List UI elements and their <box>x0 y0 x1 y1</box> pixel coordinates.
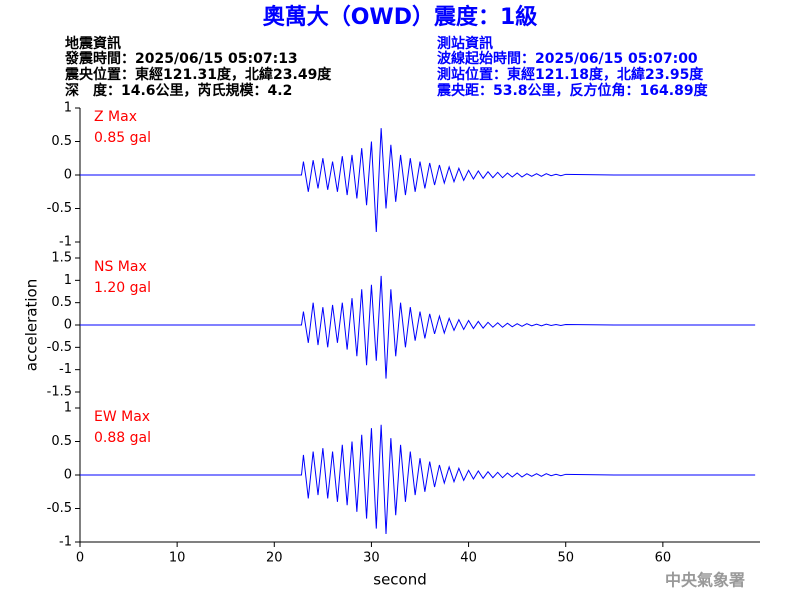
annotation: Z Max <box>94 109 137 125</box>
event-info: 震央位置：東經121.31度，北緯23.49度 <box>64 66 332 83</box>
station-info: 波線起始時間：2025/06/15 05:07:00 <box>437 50 698 67</box>
page-title: 奧萬大（OWD）震度：1級 <box>263 4 538 30</box>
y-tick-label: -1 <box>59 235 72 250</box>
y-tick-label: 0.5 <box>51 434 72 449</box>
y-tick-label: -1.5 <box>47 385 72 400</box>
y-tick-label: 1 <box>64 401 72 416</box>
event-info: 地震資訊 <box>65 35 121 52</box>
annotation: 1.20 gal <box>94 280 151 296</box>
waveform <box>80 275 756 379</box>
footer: 中央氣象署 <box>665 571 745 590</box>
y-tick-label: 0 <box>64 468 72 483</box>
x-tick-label: 30 <box>363 551 380 566</box>
y-tick-label: 0.5 <box>51 295 72 310</box>
station-info: 測站位置：東經121.18度，北緯23.95度 <box>437 66 704 83</box>
x-tick-label: 10 <box>169 551 186 566</box>
x-tick-label: 0 <box>76 551 84 566</box>
station-info: 測站資訊 <box>437 35 493 52</box>
x-tick-label: 50 <box>557 551 574 566</box>
x-tick-label: 60 <box>655 551 672 566</box>
y-tick-label: -0.5 <box>47 340 72 355</box>
station-info: 震央距：53.8公里，反方位角：164.89度 <box>436 82 709 99</box>
y-tick-label: -1 <box>59 535 72 550</box>
annotation: EW Max <box>94 409 150 425</box>
waveform <box>80 128 756 232</box>
annotation: 0.88 gal <box>94 430 151 446</box>
y-tick-label: 0 <box>64 318 72 333</box>
x-tick-label: 20 <box>266 551 283 566</box>
y-tick-label: -0.5 <box>47 501 72 516</box>
y-tick-label: -0.5 <box>47 201 72 216</box>
x-tick-label: 40 <box>460 551 477 566</box>
annotation: 0.85 gal <box>94 130 151 146</box>
event-info: 發震時間：2025/06/15 05:07:13 <box>64 50 298 67</box>
y-tick-label: 0.5 <box>51 134 72 149</box>
event-info: 深 度：14.6公里，芮氏規模：4.2 <box>65 82 292 99</box>
y-axis-label: acceleration <box>23 279 41 371</box>
y-tick-label: 0 <box>64 168 72 183</box>
x-axis-label: second <box>373 571 427 589</box>
y-tick-label: 1 <box>64 273 72 288</box>
y-tick-label: 1.5 <box>51 251 72 266</box>
waveform <box>80 424 756 534</box>
y-tick-label: -1 <box>59 362 72 377</box>
y-tick-label: 1 <box>64 101 72 116</box>
annotation: NS Max <box>94 259 147 275</box>
